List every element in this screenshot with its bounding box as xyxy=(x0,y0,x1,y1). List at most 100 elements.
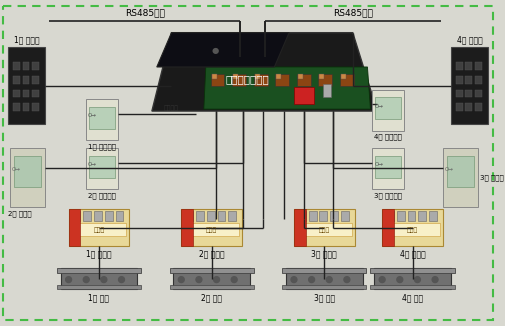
FancyBboxPatch shape xyxy=(228,211,236,221)
Text: 3门 电锁: 3门 电锁 xyxy=(313,293,334,302)
Circle shape xyxy=(308,277,314,283)
FancyBboxPatch shape xyxy=(89,107,115,129)
FancyBboxPatch shape xyxy=(450,47,487,124)
FancyBboxPatch shape xyxy=(455,62,462,70)
Circle shape xyxy=(326,277,332,283)
Circle shape xyxy=(195,277,201,283)
FancyBboxPatch shape xyxy=(195,211,204,221)
FancyBboxPatch shape xyxy=(396,211,404,221)
Text: O→: O→ xyxy=(88,113,97,118)
FancyBboxPatch shape xyxy=(57,286,141,289)
Text: O→: O→ xyxy=(12,167,21,172)
FancyBboxPatch shape xyxy=(418,211,425,221)
FancyBboxPatch shape xyxy=(61,268,137,289)
FancyBboxPatch shape xyxy=(23,62,29,70)
Text: 微电源: 微电源 xyxy=(93,228,105,233)
FancyBboxPatch shape xyxy=(282,286,366,289)
FancyBboxPatch shape xyxy=(57,268,141,273)
FancyBboxPatch shape xyxy=(384,223,439,236)
FancyBboxPatch shape xyxy=(372,90,403,131)
Circle shape xyxy=(100,277,107,283)
FancyBboxPatch shape xyxy=(465,76,471,84)
FancyBboxPatch shape xyxy=(293,209,305,246)
Text: RS485通讯: RS485通讯 xyxy=(125,8,165,17)
FancyBboxPatch shape xyxy=(372,148,403,189)
FancyBboxPatch shape xyxy=(293,209,354,246)
Circle shape xyxy=(290,277,296,283)
FancyBboxPatch shape xyxy=(340,74,345,79)
FancyBboxPatch shape xyxy=(13,103,20,111)
Text: 1门 微电源: 1门 微电源 xyxy=(86,249,112,258)
FancyBboxPatch shape xyxy=(32,103,39,111)
FancyBboxPatch shape xyxy=(474,76,481,84)
FancyBboxPatch shape xyxy=(207,211,214,221)
Text: 4门 出门按钮: 4门 出门按钮 xyxy=(373,134,401,140)
FancyBboxPatch shape xyxy=(374,268,450,289)
FancyBboxPatch shape xyxy=(211,74,216,79)
FancyBboxPatch shape xyxy=(296,223,351,236)
FancyBboxPatch shape xyxy=(13,90,20,97)
FancyBboxPatch shape xyxy=(181,209,241,246)
FancyBboxPatch shape xyxy=(465,90,471,97)
FancyBboxPatch shape xyxy=(32,90,39,97)
FancyBboxPatch shape xyxy=(89,156,115,178)
Text: 1门 读卡器: 1门 读卡器 xyxy=(14,36,39,44)
FancyBboxPatch shape xyxy=(83,211,91,221)
Text: 3门 出门按钮: 3门 出门按钮 xyxy=(373,192,401,199)
Circle shape xyxy=(66,277,71,283)
FancyBboxPatch shape xyxy=(339,74,353,86)
Text: O→: O→ xyxy=(374,104,382,109)
Text: 微电源: 微电源 xyxy=(406,228,417,233)
FancyBboxPatch shape xyxy=(94,211,102,221)
FancyBboxPatch shape xyxy=(14,156,41,187)
FancyBboxPatch shape xyxy=(455,76,462,84)
FancyBboxPatch shape xyxy=(169,286,254,289)
FancyBboxPatch shape xyxy=(169,268,254,273)
FancyBboxPatch shape xyxy=(23,103,29,111)
FancyBboxPatch shape xyxy=(105,211,113,221)
Circle shape xyxy=(118,277,124,283)
FancyBboxPatch shape xyxy=(474,62,481,70)
Circle shape xyxy=(378,277,384,283)
FancyBboxPatch shape xyxy=(3,6,492,320)
FancyBboxPatch shape xyxy=(474,103,481,111)
FancyBboxPatch shape xyxy=(385,211,393,221)
FancyBboxPatch shape xyxy=(72,211,80,221)
FancyBboxPatch shape xyxy=(13,62,20,70)
FancyBboxPatch shape xyxy=(370,286,454,289)
FancyBboxPatch shape xyxy=(233,74,238,79)
FancyBboxPatch shape xyxy=(232,74,245,86)
Text: 2门 出门按钮: 2门 出门按钮 xyxy=(88,192,116,199)
FancyBboxPatch shape xyxy=(442,148,477,207)
FancyBboxPatch shape xyxy=(428,211,436,221)
Text: 4门 微电源: 4门 微电源 xyxy=(399,249,425,258)
FancyBboxPatch shape xyxy=(308,211,316,221)
Circle shape xyxy=(431,277,437,283)
FancyBboxPatch shape xyxy=(455,103,462,111)
FancyBboxPatch shape xyxy=(185,211,193,221)
FancyBboxPatch shape xyxy=(293,87,313,104)
FancyBboxPatch shape xyxy=(381,209,393,246)
Circle shape xyxy=(396,277,402,283)
Text: 2门 微电源: 2门 微电源 xyxy=(198,249,224,258)
Text: 四门门禁控制器: 四门门禁控制器 xyxy=(225,74,269,84)
Circle shape xyxy=(343,277,349,283)
FancyBboxPatch shape xyxy=(297,211,305,221)
Text: 1门 电锁: 1门 电锁 xyxy=(88,293,109,302)
FancyBboxPatch shape xyxy=(69,209,80,246)
FancyBboxPatch shape xyxy=(217,211,225,221)
Text: ●: ● xyxy=(212,46,219,55)
FancyBboxPatch shape xyxy=(71,223,126,236)
FancyBboxPatch shape xyxy=(465,62,471,70)
FancyBboxPatch shape xyxy=(375,156,400,178)
FancyBboxPatch shape xyxy=(23,76,29,84)
FancyBboxPatch shape xyxy=(381,209,442,246)
FancyBboxPatch shape xyxy=(465,103,471,111)
FancyBboxPatch shape xyxy=(69,209,129,246)
FancyBboxPatch shape xyxy=(323,84,331,97)
FancyBboxPatch shape xyxy=(86,148,117,189)
FancyBboxPatch shape xyxy=(32,62,39,70)
Text: 4门 读卡器: 4门 读卡器 xyxy=(456,36,481,44)
Text: 微电源: 微电源 xyxy=(206,228,217,233)
Circle shape xyxy=(178,277,184,283)
